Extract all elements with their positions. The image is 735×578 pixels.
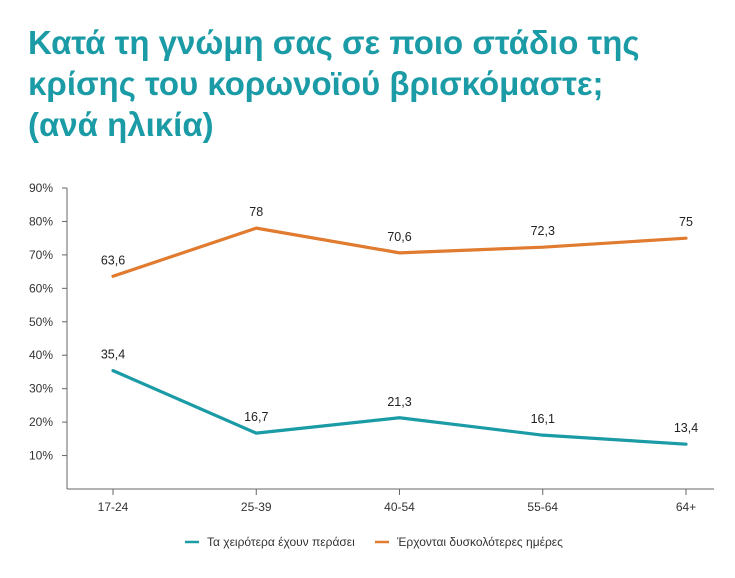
data-label: 70,6 xyxy=(387,230,411,244)
y-tick-label: 30% xyxy=(29,382,53,396)
legend-label: Έρχονται δυσκολότερες ημέρες xyxy=(396,535,563,549)
data-label: 75 xyxy=(679,215,693,229)
title-line-3: (ανά ηλικία) xyxy=(28,106,214,143)
y-tick-label: 80% xyxy=(29,214,53,228)
x-tick-label: 40-54 xyxy=(384,500,415,514)
legend-label: Τα χειρότερα έχουν περάσει xyxy=(207,535,355,549)
title-line-2: κρίσης του κορωνοϊού βρισκόμαστε; xyxy=(28,65,604,102)
y-tick-label: 50% xyxy=(29,315,53,329)
data-label: 78 xyxy=(249,205,263,219)
x-tick-label: 64+ xyxy=(676,500,696,514)
x-tick-label: 17-24 xyxy=(98,500,129,514)
y-tick-label: 40% xyxy=(29,348,53,362)
chart-title: Κατά τη γνώμη σας σε ποιο στάδιο της κρί… xyxy=(28,22,718,145)
data-label: 21,3 xyxy=(387,395,411,409)
y-tick-label: 60% xyxy=(29,281,53,295)
y-tick-label: 90% xyxy=(29,181,53,195)
y-tick-label: 20% xyxy=(29,415,53,429)
data-label: 16,1 xyxy=(531,412,555,426)
x-tick-label: 55-64 xyxy=(527,500,558,514)
x-tick-label: 25-39 xyxy=(241,500,272,514)
data-label: 35,4 xyxy=(101,348,125,362)
data-label: 16,7 xyxy=(244,410,268,424)
data-label: 72,3 xyxy=(531,224,555,238)
data-label: 13,4 xyxy=(674,421,698,435)
y-tick-label: 70% xyxy=(29,248,53,262)
y-tick-label: 10% xyxy=(29,449,53,463)
title-line-1: Κατά τη γνώμη σας σε ποιο στάδιο της xyxy=(28,24,640,61)
data-label: 63,6 xyxy=(101,253,125,267)
